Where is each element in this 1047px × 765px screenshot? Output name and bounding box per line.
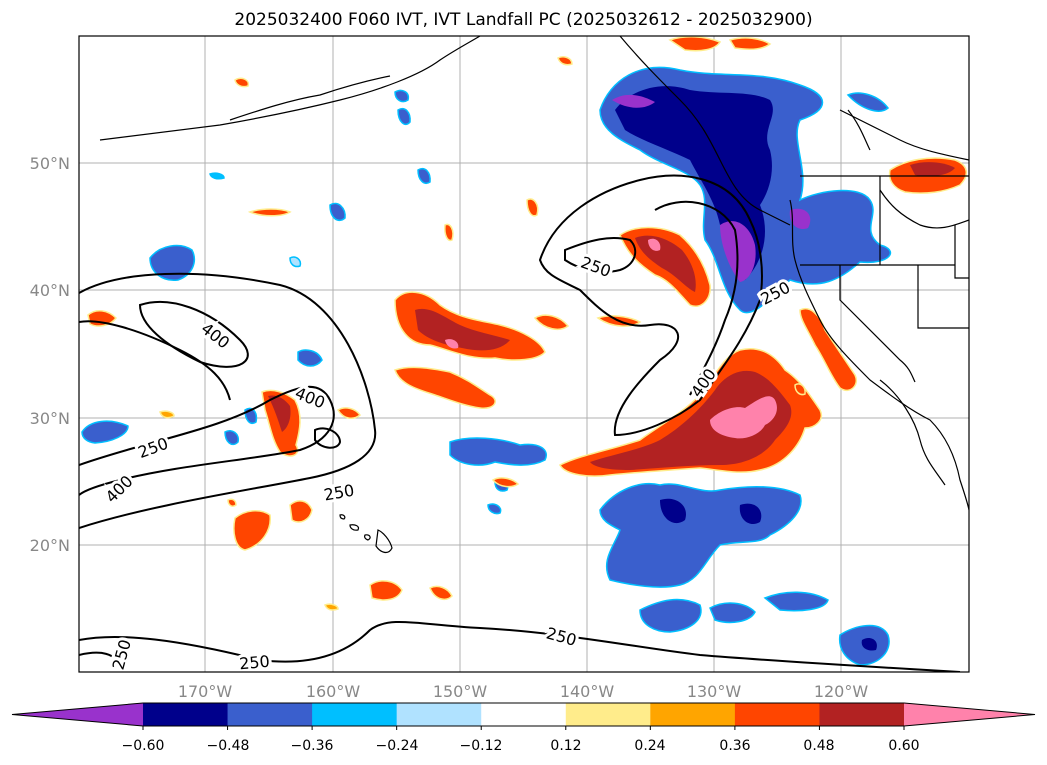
colorbar-tick-label: 0.36 — [719, 738, 750, 754]
colorbar-tick-label: 0.48 — [803, 738, 834, 754]
contour-label: 250 — [238, 652, 270, 674]
colorbar-segment — [819, 703, 905, 726]
longitude-labels: 170°W 160°W 150°W 140°W 130°W 120°W — [178, 682, 869, 701]
colorbar-tick-label: −0.12 — [460, 738, 503, 754]
lat-label: 40°N — [30, 281, 70, 300]
colorbar-segment — [565, 703, 651, 726]
colorbar-extend-min — [12, 703, 143, 726]
colorbar-segment — [481, 703, 567, 726]
map-title: 2025032400 F060 IVT, IVT Landfall PC (20… — [234, 10, 813, 30]
colorbar-tick-label: −0.48 — [207, 738, 250, 754]
colorbar-tick-labels: −0.60 −0.48 −0.36 −0.24 −0.12 0.12 0.24 … — [122, 738, 920, 754]
colorbar-tick-label: −0.36 — [291, 738, 334, 754]
colorbar-segment — [396, 703, 482, 726]
lat-label: 30°N — [30, 409, 70, 428]
colorbar-tick-label: 0.24 — [634, 738, 665, 754]
lat-label: 20°N — [30, 536, 70, 555]
colorbar-segment — [143, 703, 229, 726]
colorbar-extend-max — [904, 703, 1035, 726]
coastlines — [99, 36, 969, 554]
lon-label: 120°W — [814, 682, 869, 701]
colorbar-tick-label: 0.60 — [888, 738, 919, 754]
lon-label: 140°W — [560, 682, 615, 701]
colorbar-segment — [650, 703, 736, 726]
ivt-contour-lines — [79, 174, 961, 672]
colorbar — [11, 702, 1036, 730]
colorbar-segment — [312, 703, 398, 726]
latitude-labels: 50°N 40°N 30°N 20°N — [30, 154, 70, 555]
map-frame — [78, 35, 970, 673]
lon-label: 130°W — [687, 682, 742, 701]
colorbar-tick-label: 0.12 — [550, 738, 581, 754]
lon-label: 150°W — [433, 682, 488, 701]
colorbar-segment — [734, 703, 820, 726]
negative-anomaly-regions — [81, 66, 892, 666]
colorbar-tick-label: −0.60 — [122, 738, 165, 754]
colorbar-segment — [227, 703, 313, 726]
colorbar-tick-label: −0.24 — [376, 738, 419, 754]
lon-label: 170°W — [178, 682, 233, 701]
map-plot-area: 400 400 250 400 250 250 400 250 250 250 … — [79, 36, 969, 674]
lon-label: 160°W — [306, 682, 361, 701]
lat-label: 50°N — [30, 154, 70, 173]
